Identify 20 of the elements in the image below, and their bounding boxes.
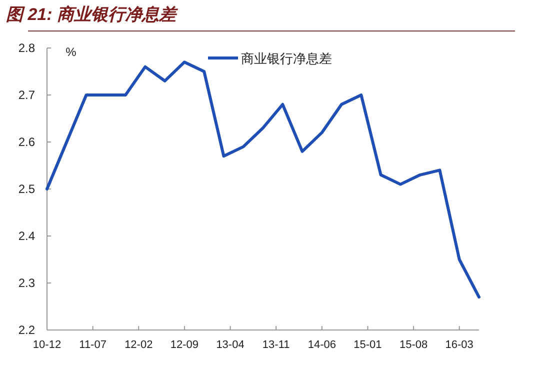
y-tick-label: 2.8 <box>18 41 36 55</box>
y-tick-label: 2.4 <box>18 229 36 243</box>
y-tick-label: 2.3 <box>18 276 36 290</box>
y-tick-label: 2.7 <box>18 88 36 102</box>
x-tick-label: 12-02 <box>124 339 153 351</box>
x-tick-label: 13-11 <box>262 339 290 351</box>
chart-title: 图 21: 商业银行净息差 <box>6 5 180 24</box>
x-tick-label: 13-04 <box>216 339 244 351</box>
x-tick-label: 16-03 <box>445 339 474 351</box>
x-tick-label: 15-01 <box>354 339 382 351</box>
x-tick-label: 12-09 <box>170 339 199 351</box>
y-tick-label: 2.6 <box>18 135 36 149</box>
legend-label: 商业银行净息差 <box>241 51 332 66</box>
y-axis-title: % <box>66 45 77 59</box>
y-tick-label: 2.2 <box>18 323 36 337</box>
x-tick-label: 15-08 <box>399 339 428 351</box>
x-tick-label: 14-06 <box>308 339 336 351</box>
x-tick-label: 11-07 <box>79 339 106 351</box>
y-tick-label: 2.5 <box>18 182 36 196</box>
x-tick-label: 10-12 <box>32 339 62 351</box>
